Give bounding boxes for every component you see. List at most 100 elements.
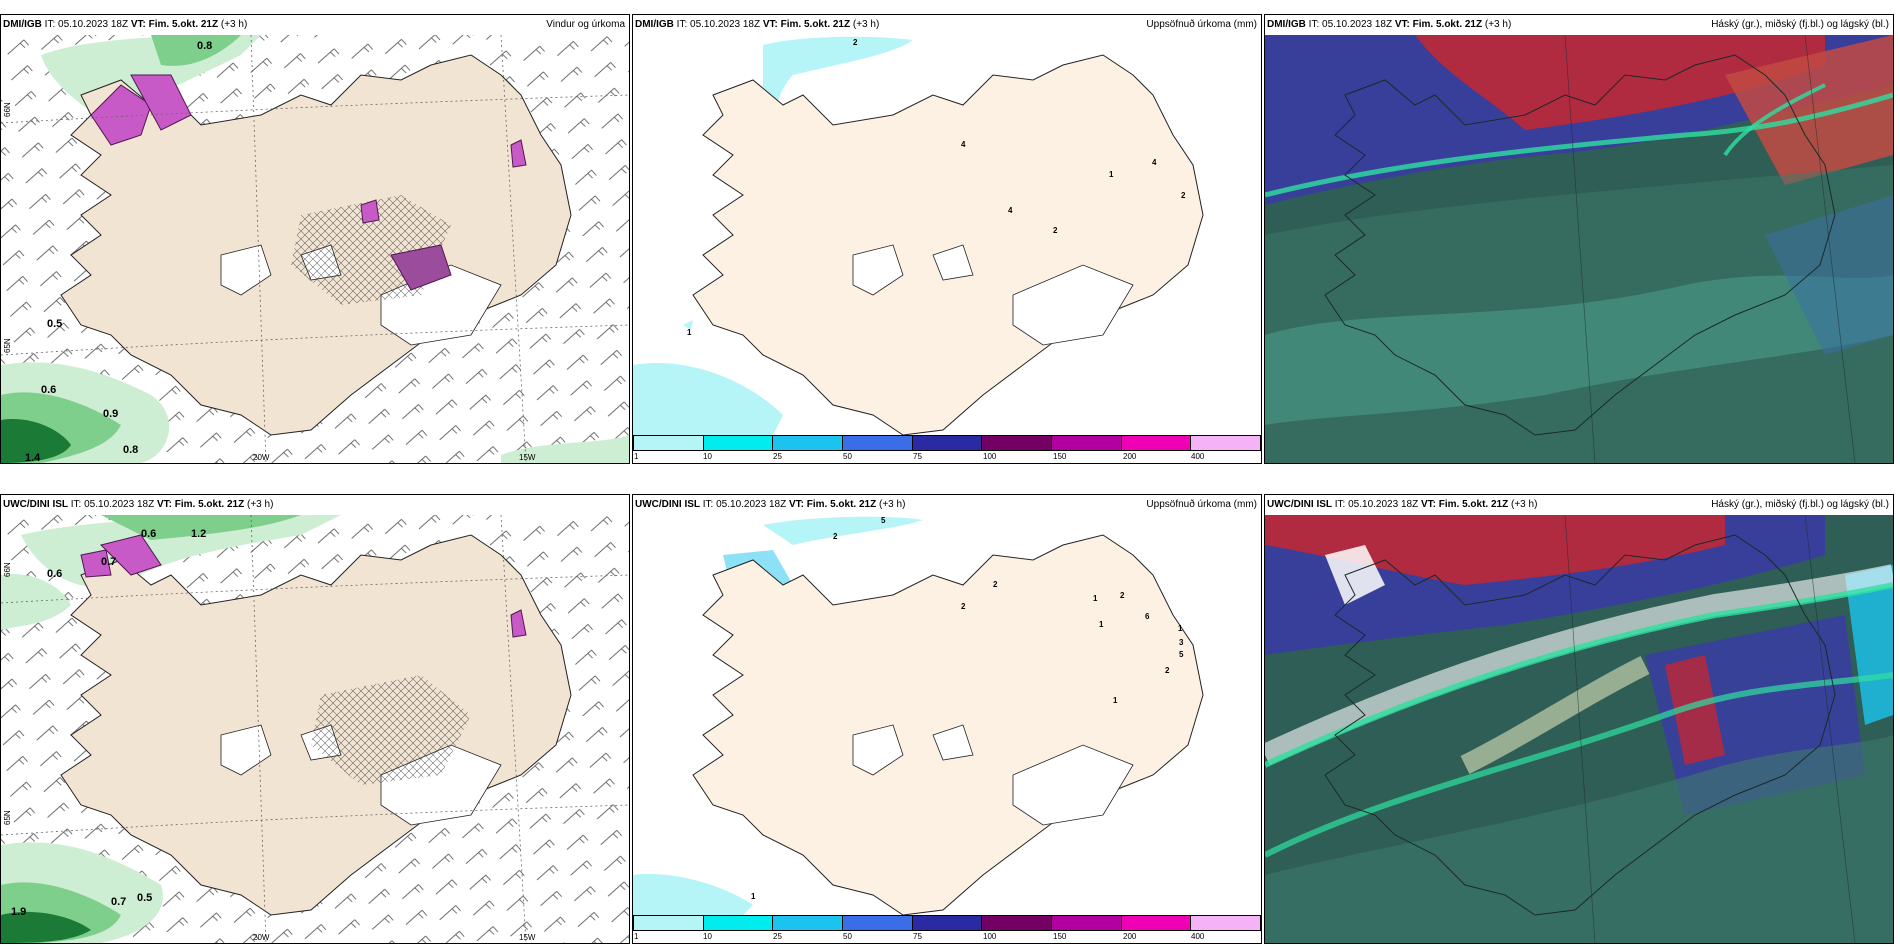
legend-tick: 200 xyxy=(1123,932,1137,941)
vt-label: VT: xyxy=(1394,19,1410,30)
iceland-outline xyxy=(1324,54,1836,436)
legend-tick: 25 xyxy=(773,452,782,461)
lead-time: (+3 h) xyxy=(1511,499,1538,510)
precip-value: 0.6 xyxy=(141,528,156,540)
legend-swatches xyxy=(633,915,1261,931)
lead-time: (+3 h) xyxy=(852,19,880,30)
panel-header: DMI/IGB IT: 05.10.2023 18Z VT: Fim. 5.ok… xyxy=(1,15,629,35)
precip-value: 0.6 xyxy=(41,384,56,396)
legend-swatch xyxy=(1052,916,1122,930)
legend-swatch xyxy=(634,436,704,450)
precip-value: 1.4 xyxy=(25,452,41,463)
precip-value: 0.8 xyxy=(123,444,138,456)
precip-legend: 1 10 25 50 75 100 150 200 400 xyxy=(633,915,1261,943)
precip-value: 0.7 xyxy=(101,556,116,568)
accum-precip-map: 2 4 4 1 4 2 2 1 xyxy=(633,35,1261,435)
precip-area xyxy=(763,36,913,108)
legend-swatch xyxy=(1052,436,1122,450)
accum-value: 5 xyxy=(881,516,886,525)
legend-swatch xyxy=(982,436,1053,450)
precip-value: 0.5 xyxy=(47,318,62,330)
vt-label: VT: xyxy=(788,499,804,510)
iceland-landmass xyxy=(692,54,1204,435)
lead-time: (+3 h) xyxy=(220,19,248,30)
legend-tick: 75 xyxy=(913,932,922,941)
legend-tick: 50 xyxy=(843,452,852,461)
accum-value: 2 xyxy=(1120,591,1125,600)
legend-tick: 25 xyxy=(773,932,782,941)
legend-tick: 100 xyxy=(983,452,997,461)
cloud-cover-map xyxy=(1265,35,1893,463)
panel-header: UWC/DINI ISL IT: 05.10.2023 18Z VT: Fim.… xyxy=(1,495,629,515)
lon-label: 20W xyxy=(253,453,270,462)
accum-value: 5 xyxy=(1179,650,1184,659)
accum-value: 3 xyxy=(1179,638,1184,647)
iceland-landmass xyxy=(692,534,1204,915)
precip-value: 0.7 xyxy=(111,896,126,908)
vt-label: VT: xyxy=(762,19,778,30)
vt-time: Fim. 5.okt. 21Z xyxy=(1412,19,1483,30)
precip-area-dark-south xyxy=(1,419,71,463)
product-title: Vindur og úrkoma xyxy=(546,19,625,30)
vt-time: Fim. 5.okt. 21Z xyxy=(148,19,219,30)
model-name: UWC/DINI ISL xyxy=(635,499,700,510)
legend-tick: 10 xyxy=(703,452,712,461)
precip-value: 0.8 xyxy=(197,40,212,52)
accum-value: 1 xyxy=(687,328,692,337)
it-time: 05.10.2023 18Z xyxy=(84,499,155,510)
legend-tick: 1 xyxy=(634,932,639,941)
lat-label: 65N xyxy=(3,338,12,353)
glacier-langjokull xyxy=(220,244,272,296)
legend-swatch xyxy=(982,916,1053,930)
panel-header: DMI/IGB IT: 05.10.2023 18Z VT: Fim. 5.ok… xyxy=(633,15,1261,35)
legend-tick: 400 xyxy=(1191,932,1205,941)
precip-value: 1.9 xyxy=(11,906,26,918)
it-label: IT: xyxy=(676,19,688,30)
product-title: Uppsöfnuð úrkoma (mm) xyxy=(1146,499,1257,510)
vt-time: Fim. 5.okt. 21Z xyxy=(780,19,851,30)
legend-tick: 400 xyxy=(1191,452,1205,461)
precip-value: 0.5 xyxy=(137,892,152,904)
it-label: IT: xyxy=(44,19,56,30)
legend-swatch xyxy=(773,916,844,930)
precip-value: 0.9 xyxy=(103,408,118,420)
vt-label: VT: xyxy=(130,19,146,30)
accum-value: 2 xyxy=(853,38,858,47)
accum-value: 2 xyxy=(833,532,838,541)
legend-tick: 1 xyxy=(634,452,639,461)
legend-tick: 200 xyxy=(1123,452,1137,461)
panel-dmi-wind-precip: DMI/IGB IT: 05.10.2023 18Z VT: Fim. 5.ok… xyxy=(0,14,630,464)
panel-uwc-wind-precip: UWC/DINI ISL IT: 05.10.2023 18Z VT: Fim.… xyxy=(0,494,630,944)
lat-label: 66N xyxy=(3,562,12,577)
precip-area-mid xyxy=(151,35,241,66)
legend-swatch xyxy=(1121,436,1192,450)
panel-header: UWC/DINI ISL IT: 05.10.2023 18Z VT: Fim.… xyxy=(633,495,1261,515)
it-time: 05.10.2023 18Z xyxy=(690,19,761,30)
vt-time: Fim. 5.okt. 21Z xyxy=(1438,499,1509,510)
legend-tick: 75 xyxy=(913,452,922,461)
accum-value: 1 xyxy=(1113,696,1118,705)
legend-tick: 150 xyxy=(1053,932,1067,941)
legend-swatch xyxy=(1191,436,1261,450)
accum-value: 2 xyxy=(1165,666,1170,675)
legend-ticks: 1 10 25 50 75 100 150 200 400 xyxy=(633,932,1261,942)
it-time: 05.10.2023 18Z xyxy=(58,19,129,30)
accum-value: 2 xyxy=(961,602,966,611)
legend-swatch xyxy=(912,916,983,930)
it-time: 05.10.2023 18Z xyxy=(1322,19,1393,30)
vt-label: VT: xyxy=(1420,499,1436,510)
model-name: DMI/IGB xyxy=(635,19,674,30)
accum-value: 2 xyxy=(1053,226,1058,235)
accum-value: 1 xyxy=(1099,620,1104,629)
legend-tick: 10 xyxy=(703,932,712,941)
accum-value: 4 xyxy=(961,140,966,149)
product-title: Uppsöfnuð úrkoma (mm) xyxy=(1146,19,1257,30)
lon-label: 15W xyxy=(519,933,536,942)
low-cloud-red xyxy=(1415,35,1825,130)
it-label: IT: xyxy=(1334,499,1346,510)
legend-swatches xyxy=(633,435,1261,451)
panel-dmi-clouds: DMI/IGB IT: 05.10.2023 18Z VT: Fim. 5.ok… xyxy=(1264,14,1894,464)
lead-time: (+3 h) xyxy=(879,499,906,510)
legend-swatch xyxy=(703,916,774,930)
accum-precip-map: 5 2 2 2 1 2 1 6 1 3 5 2 1 1 xyxy=(633,515,1261,915)
